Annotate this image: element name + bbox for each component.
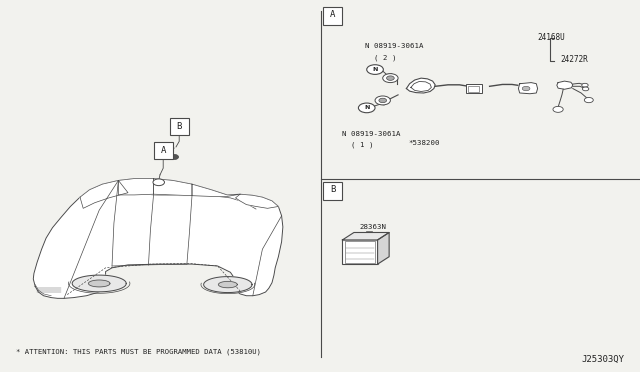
Polygon shape xyxy=(236,194,278,208)
Text: A: A xyxy=(330,10,335,19)
Polygon shape xyxy=(88,280,110,287)
Polygon shape xyxy=(378,232,389,264)
Text: N 08919-3061A: N 08919-3061A xyxy=(365,44,423,49)
Text: ( 2 ): ( 2 ) xyxy=(374,54,397,61)
Circle shape xyxy=(170,154,179,160)
Bar xyxy=(466,84,482,93)
Polygon shape xyxy=(557,81,573,89)
Text: *538200: *538200 xyxy=(408,140,440,146)
Polygon shape xyxy=(118,179,154,195)
Circle shape xyxy=(383,74,398,83)
Text: A: A xyxy=(161,146,166,155)
Polygon shape xyxy=(411,81,431,92)
Text: N 08919-3061A: N 08919-3061A xyxy=(342,131,400,137)
Circle shape xyxy=(379,98,387,103)
Polygon shape xyxy=(218,281,237,288)
Circle shape xyxy=(582,83,588,87)
Polygon shape xyxy=(518,83,538,94)
Polygon shape xyxy=(342,232,389,240)
Circle shape xyxy=(153,179,164,186)
Text: J25303QY: J25303QY xyxy=(581,355,624,363)
Text: B: B xyxy=(177,122,182,131)
Circle shape xyxy=(582,87,589,91)
Text: N: N xyxy=(372,67,378,72)
Text: ( 1 ): ( 1 ) xyxy=(351,142,374,148)
Text: B: B xyxy=(330,185,335,194)
Polygon shape xyxy=(80,180,128,208)
Circle shape xyxy=(553,106,563,112)
Circle shape xyxy=(358,103,375,113)
Circle shape xyxy=(375,96,390,105)
Text: 24168U: 24168U xyxy=(538,33,565,42)
Polygon shape xyxy=(406,78,435,93)
Polygon shape xyxy=(72,275,126,292)
Bar xyxy=(345,241,375,263)
Bar xyxy=(323,7,342,25)
Polygon shape xyxy=(154,179,192,196)
Bar xyxy=(323,182,342,200)
Text: * ATTENTION: THIS PARTS MUST BE PROGRAMMED DATA (53810U): * ATTENTION: THIS PARTS MUST BE PROGRAMM… xyxy=(16,348,261,355)
Polygon shape xyxy=(192,184,240,196)
Polygon shape xyxy=(204,277,252,292)
Bar xyxy=(468,86,479,92)
Bar xyxy=(342,240,378,264)
Bar xyxy=(170,118,189,135)
Circle shape xyxy=(584,97,593,103)
Text: N: N xyxy=(364,105,369,110)
Polygon shape xyxy=(33,179,283,298)
Circle shape xyxy=(367,65,383,74)
Bar xyxy=(154,142,173,159)
Circle shape xyxy=(387,76,394,80)
Text: 24272R: 24272R xyxy=(561,55,588,64)
Circle shape xyxy=(522,86,530,91)
Text: 28363N: 28363N xyxy=(359,224,386,230)
